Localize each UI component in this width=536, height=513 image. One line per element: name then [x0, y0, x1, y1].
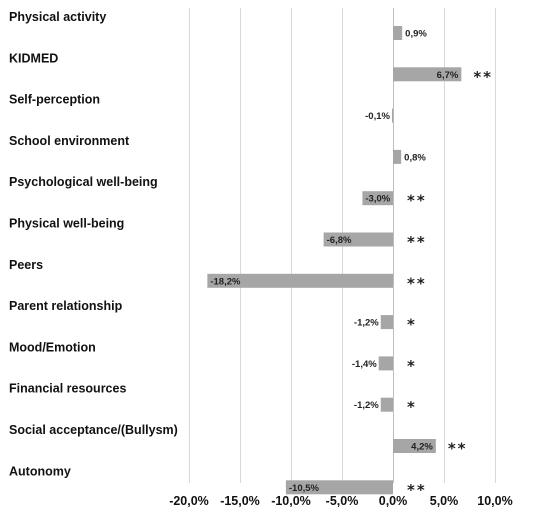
category-label: Mood/Emotion	[9, 340, 96, 354]
category-label: Psychological well-being	[9, 175, 158, 189]
data-labels: 0,9% 6,7% -0,1% 0,8% -3,0% -6,8% -18,2% -1,2% -1…	[210, 29, 459, 494]
bar	[362, 191, 393, 206]
bar	[393, 26, 403, 40]
category-label: School environment	[9, 134, 130, 148]
x-tick-label: 0,0%	[379, 494, 408, 508]
data-label: -0,1%	[365, 111, 390, 122]
x-axis-tick-labels: -20,0% -15,0% -10,0% -5,0% 0,0% 5,0% 10,0%	[169, 494, 513, 508]
bar	[380, 397, 393, 412]
significance-markers: ***************	[407, 68, 493, 499]
category-label: Social acceptance/(Bullysm)	[9, 423, 178, 437]
x-tick-label: -5,0%	[326, 494, 359, 508]
x-tick-label: -15,0%	[220, 494, 260, 508]
category-label: Physical well-being	[9, 217, 124, 231]
significance-marker: **	[407, 233, 427, 251]
data-label: 4,2%	[411, 442, 433, 453]
category-label: Autonomy	[9, 464, 71, 478]
bar	[285, 480, 393, 495]
data-label: 0,8%	[404, 152, 426, 163]
bar	[393, 149, 402, 164]
bar	[323, 232, 393, 247]
data-label: -1,2%	[354, 318, 379, 329]
bar	[393, 439, 436, 453]
bars	[207, 26, 462, 495]
category-label: Financial resources	[9, 382, 126, 396]
bar	[378, 356, 393, 371]
data-label: -1,4%	[352, 359, 377, 370]
data-label: -1,2%	[354, 400, 379, 411]
grid-lines	[189, 8, 496, 483]
category-label: Self-perception	[9, 93, 100, 107]
x-tick-label: 5,0%	[430, 494, 459, 508]
significance-marker: *	[407, 316, 417, 334]
significance-marker: *	[407, 357, 417, 375]
data-label: 6,7%	[437, 70, 459, 81]
bar	[391, 108, 394, 123]
data-label: -3,0%	[365, 194, 390, 205]
category-label: Peers	[9, 258, 43, 272]
data-label: -6,8%	[327, 235, 352, 246]
bar	[380, 315, 393, 330]
x-tick-label: -10,0%	[271, 494, 311, 508]
significance-marker: *	[407, 398, 417, 416]
x-tick-label: 10,0%	[477, 494, 512, 508]
significance-marker: **	[407, 192, 427, 210]
data-label: 0,9%	[405, 29, 427, 40]
x-tick-label: -20,0%	[169, 494, 209, 508]
significance-marker: **	[448, 440, 468, 458]
bar	[393, 67, 462, 82]
category-label: KIDMED	[9, 51, 58, 65]
category-labels: Physical activity KIDMED Self-perception Sc…	[9, 10, 178, 478]
category-label: Physical activity	[9, 10, 106, 24]
significance-marker: **	[407, 274, 427, 292]
bar	[207, 273, 393, 288]
significance-marker: **	[407, 481, 427, 499]
data-label: -10,5%	[289, 483, 320, 494]
significance-marker: **	[473, 68, 493, 86]
category-label: Parent relationship	[9, 299, 123, 313]
data-label: -18,2%	[210, 276, 241, 287]
